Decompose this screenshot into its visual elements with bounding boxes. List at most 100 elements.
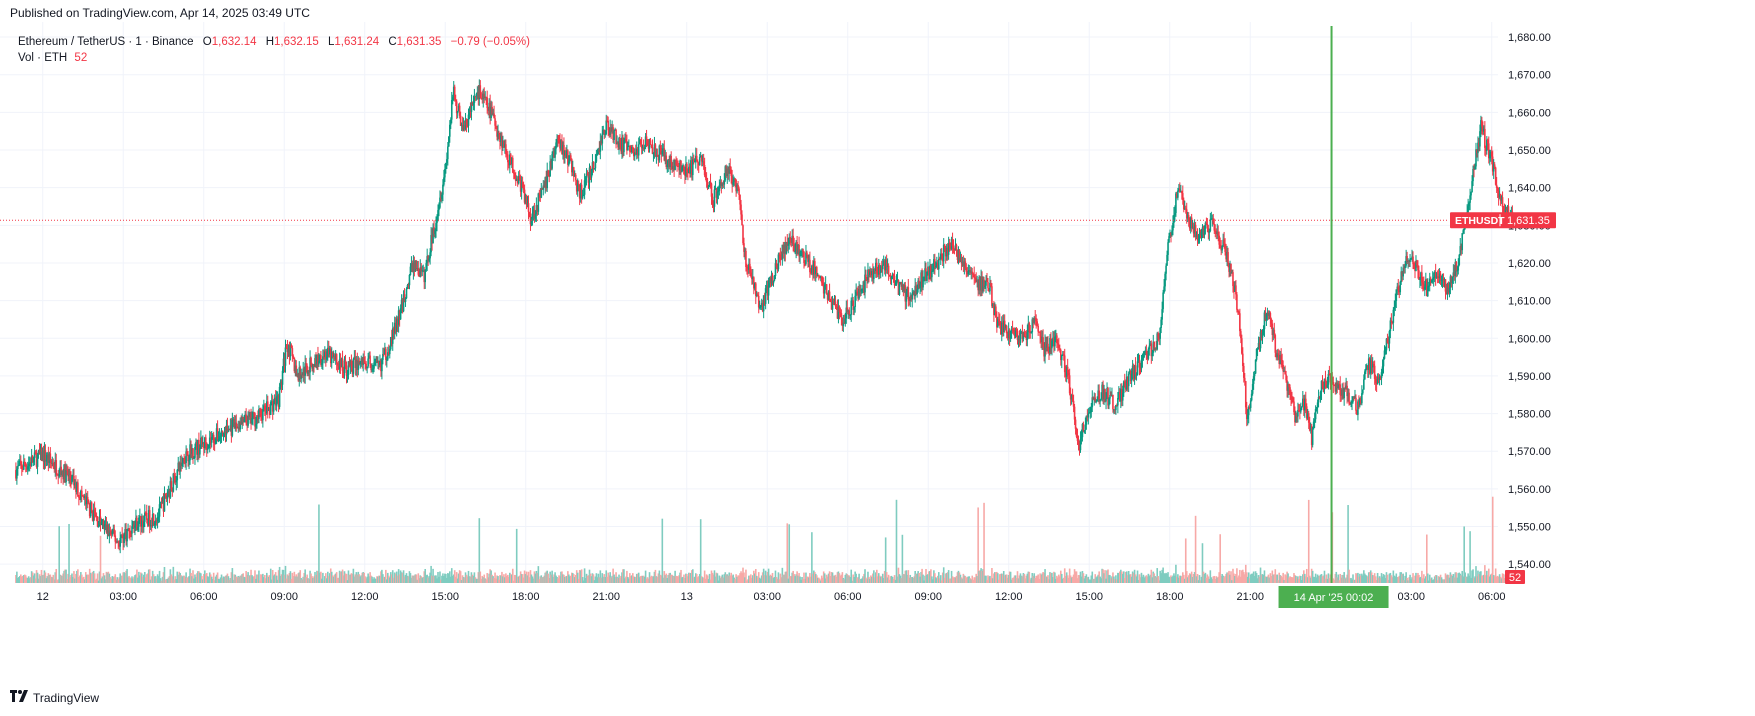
volume-bar bbox=[1233, 573, 1235, 583]
volume-bar bbox=[829, 575, 832, 583]
volume-bar bbox=[622, 569, 624, 583]
candle-body bbox=[33, 452, 36, 458]
volume-bar bbox=[448, 571, 451, 583]
volume-bar bbox=[682, 576, 684, 583]
volume-bar bbox=[1408, 577, 1410, 583]
volume-bar bbox=[18, 577, 20, 583]
candle-body bbox=[1344, 387, 1346, 389]
candle-body bbox=[1080, 437, 1083, 440]
candle-body bbox=[994, 306, 996, 316]
candle-body bbox=[190, 444, 192, 454]
volume-bar bbox=[1219, 534, 1221, 583]
candle-body bbox=[1091, 397, 1094, 408]
candle-body bbox=[1423, 284, 1425, 290]
candle-body bbox=[863, 284, 865, 293]
candle-body bbox=[1205, 222, 1208, 224]
candle-body bbox=[194, 447, 196, 458]
footer-brand[interactable]: TradingView bbox=[10, 690, 99, 705]
volume-bar bbox=[1262, 574, 1265, 583]
volume-bar bbox=[26, 577, 29, 583]
volume-bar bbox=[1372, 575, 1375, 583]
volume-bar bbox=[1350, 577, 1352, 583]
candle-body bbox=[31, 456, 34, 463]
candle-body bbox=[501, 136, 503, 148]
candle-body bbox=[704, 175, 707, 178]
volume-bar bbox=[1308, 575, 1311, 583]
volume-bar bbox=[514, 575, 517, 583]
candle-body bbox=[951, 239, 954, 247]
price-badge bbox=[1450, 212, 1556, 229]
volume-bar bbox=[379, 575, 381, 583]
volume-bar bbox=[677, 576, 679, 583]
volume-bar bbox=[654, 569, 657, 583]
volume-bar bbox=[1158, 580, 1160, 583]
volume-bar bbox=[1117, 572, 1119, 583]
volume-bar bbox=[755, 575, 758, 583]
candle-body bbox=[546, 170, 549, 189]
volume-bar bbox=[1224, 575, 1226, 583]
volume-bar bbox=[1357, 572, 1359, 583]
candle-body bbox=[1108, 398, 1110, 406]
volume-bar bbox=[1092, 579, 1095, 583]
volume-bar bbox=[116, 577, 119, 583]
candle-body bbox=[995, 306, 997, 318]
volume-bar bbox=[1112, 572, 1114, 583]
candle-body bbox=[752, 277, 754, 280]
volume-bar bbox=[782, 574, 785, 583]
candle-body bbox=[587, 175, 590, 183]
volume-bar bbox=[497, 576, 499, 583]
candle-body bbox=[1094, 397, 1097, 402]
x-tick-label: 12:00 bbox=[995, 591, 1023, 603]
candle-body bbox=[514, 178, 517, 181]
candle-body bbox=[970, 271, 973, 273]
volume-bar bbox=[730, 572, 732, 583]
volume-bar bbox=[772, 577, 775, 583]
candle-body bbox=[142, 520, 144, 528]
time-axis[interactable]: 12 03:00 06:00 09:00 12:00 15:00 18:00 21:00 13 0… bbox=[37, 586, 1506, 608]
candle-body bbox=[1085, 415, 1088, 425]
symbol-name[interactable]: Ethereum / TetherUS · 1 · Binance bbox=[18, 36, 194, 48]
volume-bar bbox=[694, 573, 697, 583]
candle-body bbox=[92, 509, 95, 521]
volume-bar bbox=[1296, 577, 1298, 583]
volume-bar bbox=[1041, 573, 1043, 583]
volume-bar bbox=[1122, 571, 1125, 583]
price-axis[interactable]: 1,680.001,670.001,660.001,650.001,640.00… bbox=[1450, 32, 1556, 584]
candle-body bbox=[1012, 329, 1015, 332]
candle-body bbox=[941, 254, 944, 262]
candle-body bbox=[243, 419, 245, 423]
volume-bar bbox=[97, 580, 100, 583]
candle-body bbox=[148, 510, 151, 527]
volume-bar bbox=[928, 571, 930, 583]
volume-bar bbox=[328, 573, 331, 583]
volume-bar bbox=[76, 570, 78, 583]
candle-body bbox=[265, 401, 268, 414]
price-badge-symbol: ETHUSDT bbox=[1455, 215, 1505, 227]
candle-body bbox=[719, 182, 722, 186]
volume-bar bbox=[1465, 576, 1467, 583]
candle-body bbox=[782, 244, 785, 254]
candle-body bbox=[855, 291, 857, 296]
candle-body bbox=[632, 152, 635, 157]
candle-body bbox=[568, 161, 570, 165]
candle-body bbox=[1315, 407, 1318, 409]
volume-bar bbox=[363, 572, 365, 583]
volume-bar bbox=[727, 575, 730, 583]
volume-bar bbox=[673, 576, 675, 583]
candle-body bbox=[1456, 270, 1459, 272]
candle-body bbox=[1225, 251, 1227, 260]
volume-bar bbox=[1025, 575, 1028, 583]
volume-bar bbox=[905, 570, 908, 583]
volume-bar bbox=[43, 570, 46, 583]
volume-bar bbox=[1235, 573, 1237, 583]
volume-bar bbox=[1061, 578, 1064, 583]
volume-bar bbox=[98, 571, 101, 583]
y-tick-label: 1,660.00 bbox=[1508, 107, 1551, 119]
volume-bar bbox=[792, 570, 794, 583]
volume-bar bbox=[27, 576, 30, 583]
volume-bar bbox=[645, 578, 648, 583]
candle-body bbox=[242, 416, 244, 423]
candle-body bbox=[878, 265, 881, 274]
volume-bar bbox=[1368, 572, 1371, 583]
